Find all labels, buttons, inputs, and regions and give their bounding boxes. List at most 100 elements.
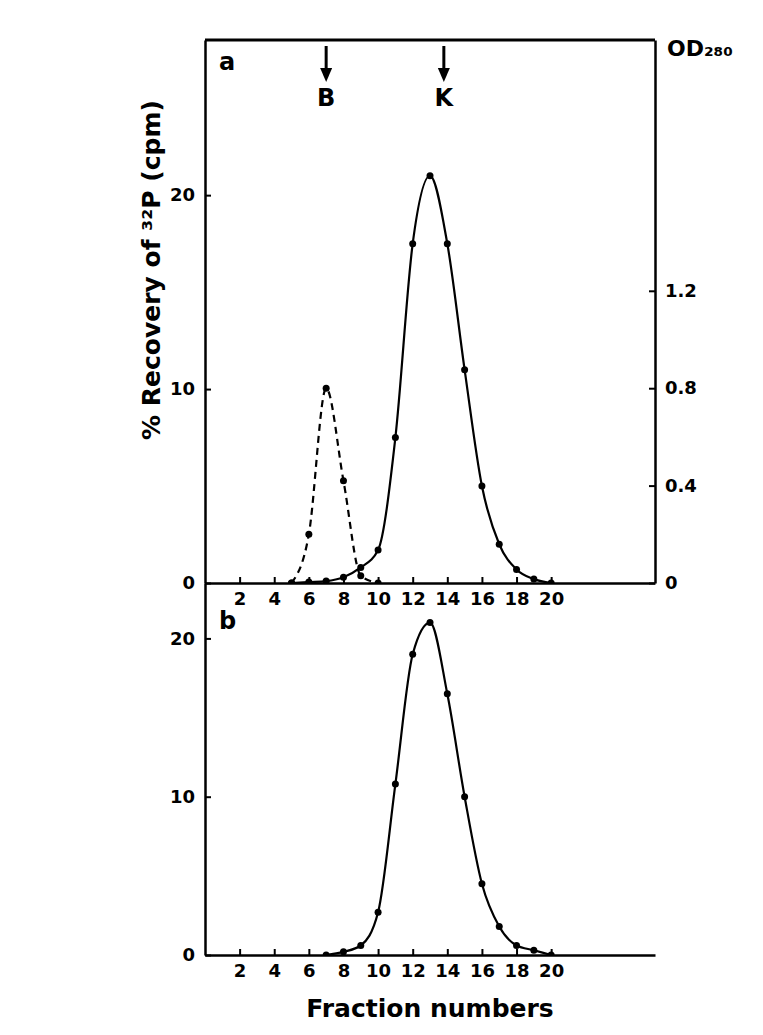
tick: 4 (268, 949, 281, 981)
panel: 246810121416182001020bFraction numbers (170, 584, 656, 1024)
tick: 4 (268, 577, 281, 609)
data-point (478, 483, 485, 490)
tick-label: 0.4 (665, 475, 697, 496)
data-point (340, 948, 347, 955)
data-point (513, 942, 520, 949)
tick: 0.4 (649, 475, 697, 496)
tick-mark (239, 577, 241, 583)
tick: 12 (401, 577, 426, 609)
data-point (357, 942, 364, 949)
tick-mark (205, 638, 211, 640)
tick: 2 (234, 577, 247, 609)
tick-label: 16 (470, 960, 495, 981)
tick-label: 6 (303, 960, 316, 981)
tick-mark (412, 577, 414, 583)
axis-line (204, 41, 207, 584)
tick-mark (649, 485, 655, 487)
tick-label: 12 (401, 588, 426, 609)
axis-line (654, 41, 657, 584)
x-axis: 24 6 8 10 12 14 16 18 20 (206, 577, 656, 609)
data-point (323, 578, 330, 583)
tick-mark (378, 949, 380, 955)
data-point (496, 541, 503, 548)
plot-area (288, 172, 555, 583)
tick-label: 16 (470, 588, 495, 609)
annotation-label: K (435, 84, 455, 112)
arrow-shaft (442, 46, 445, 70)
tick-label: 0.8 (665, 377, 697, 398)
panel-letter: a (219, 48, 235, 76)
tick-label: 10 (366, 588, 391, 609)
axis-line (206, 954, 656, 957)
tick-mark (516, 577, 518, 583)
tick: 2 (234, 949, 247, 981)
tick: 10 (366, 949, 391, 981)
tick-mark (239, 949, 241, 955)
data-point (323, 385, 330, 392)
panel-letter: b (219, 607, 236, 635)
tick-label: 8 (338, 588, 351, 609)
tick: 10 (170, 786, 211, 807)
data-point (375, 909, 382, 916)
data-point (548, 952, 555, 956)
axis-line (206, 582, 656, 585)
tick: 10 (170, 378, 211, 399)
series-line (326, 623, 551, 955)
tick-label: 14 (435, 588, 460, 609)
plot-area (323, 619, 555, 955)
arrow-head (438, 68, 450, 82)
tick-mark (274, 949, 276, 955)
data-point (444, 240, 451, 247)
tick-label: 10 (170, 786, 195, 807)
tick-label: 4 (268, 960, 281, 981)
series-line (292, 388, 379, 583)
tick: 1.2 (649, 280, 697, 301)
tick-mark (481, 949, 483, 955)
tick-mark (481, 577, 483, 583)
x-axis-title: Fraction numbers (306, 994, 553, 1023)
data-point (305, 531, 312, 538)
tick: 18 (505, 949, 530, 981)
data-point (530, 947, 537, 954)
frame (205, 39, 655, 42)
tick-label: 8 (338, 960, 351, 981)
tick-mark (308, 949, 310, 955)
tick-label: 12 (401, 960, 426, 981)
data-point (323, 952, 330, 956)
data-point (427, 619, 434, 626)
chart: 24681012141618200102000.40.81.2BKa% Reco… (0, 0, 763, 1035)
tick-label: 14 (435, 960, 460, 981)
tick-label: 1.2 (665, 280, 697, 301)
tick-mark (649, 583, 655, 585)
x-axis: 24 6 8 10 12 14 16 18 20 (206, 949, 656, 981)
data-point (478, 880, 485, 887)
data-point (392, 434, 399, 441)
tick-mark (447, 949, 449, 955)
y2-axis: 0 0.4 0.8 1.2 (649, 41, 697, 594)
tick-label: 10 (366, 960, 391, 981)
tick-label: 0 (665, 572, 678, 593)
annotation-arrow (438, 46, 450, 82)
tick: 16 (470, 949, 495, 981)
tick-mark (274, 577, 276, 583)
panel: 24681012141618200102000.40.81.2BKa% Reco… (137, 36, 733, 609)
tick-label: 18 (505, 960, 530, 981)
data-point (392, 781, 399, 788)
tick-label: 4 (268, 588, 281, 609)
tick: 0 (649, 572, 678, 593)
tick-mark (649, 290, 655, 292)
data-point (375, 547, 382, 554)
data-point (461, 793, 468, 800)
tick-mark (447, 577, 449, 583)
arrow-head (320, 68, 332, 82)
tick-label: 6 (303, 588, 316, 609)
tick: 18 (505, 577, 530, 609)
tick-label: 20 (539, 588, 564, 609)
tick-label: 20 (539, 960, 564, 981)
annotation-arrow (320, 46, 332, 82)
tick-mark (205, 955, 211, 957)
tick: 16 (470, 577, 495, 609)
data-point (427, 172, 434, 179)
tick-label: 10 (170, 378, 195, 399)
annotation-label: B (317, 84, 335, 112)
